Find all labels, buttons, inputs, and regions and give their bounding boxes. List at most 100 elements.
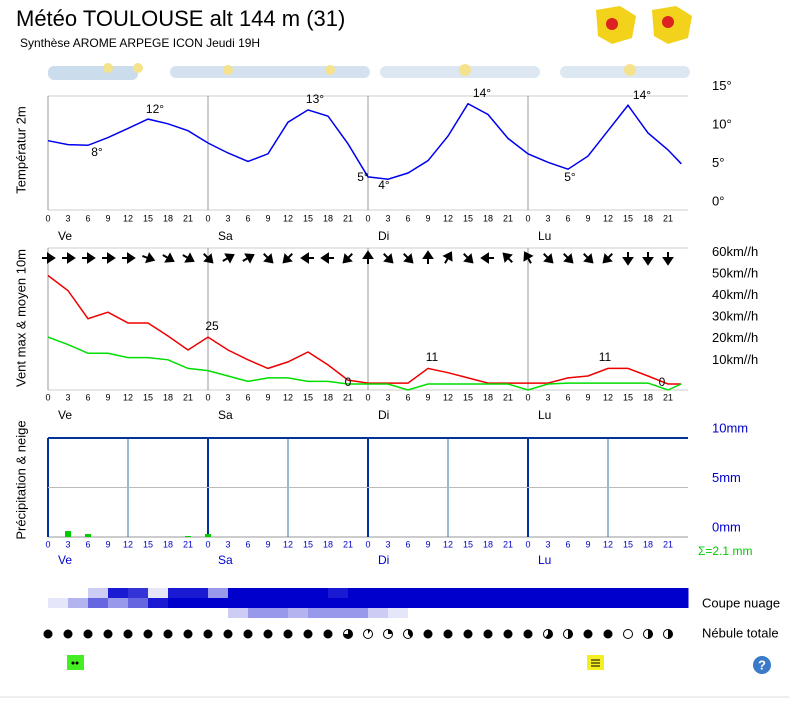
wind-arrow: [422, 250, 434, 264]
x-tick-label: 0: [365, 539, 370, 549]
page-title: Météo TOULOUSE alt 144 m (31): [16, 6, 345, 31]
x-tick-label: 3: [385, 392, 390, 402]
cloud-cell: [668, 608, 689, 618]
x-tick-label: 18: [643, 392, 653, 402]
x-tick-label: 18: [323, 539, 333, 549]
annotation: 5°: [564, 170, 576, 184]
x-tick-label: 12: [123, 392, 133, 402]
x-tick-label: 15: [303, 539, 313, 549]
x-tick-label: 12: [443, 213, 453, 223]
cloud-cell: [548, 598, 569, 608]
cloud-cell: [668, 588, 689, 598]
x-tick-label: 15: [623, 392, 633, 402]
wind-arrow: [622, 252, 634, 266]
map-2-spot: [662, 16, 674, 28]
x-tick-label: 12: [123, 213, 133, 223]
cloud-cell: [328, 598, 349, 608]
nebulosity-mark: [343, 629, 353, 639]
x-tick-label: 21: [183, 392, 193, 402]
wind-arrow: [543, 253, 554, 264]
cloud-cell: [308, 588, 329, 598]
nebulosity-mark: [263, 629, 273, 639]
cloud-cell: [268, 588, 289, 598]
cloud-cell: [188, 598, 209, 608]
x-tick-label: 3: [225, 392, 230, 402]
day-label: Lu: [538, 553, 551, 567]
x-tick-label: 3: [225, 539, 230, 549]
x-tick-label: 6: [565, 539, 570, 549]
nebulosity-mark: [503, 629, 513, 639]
x-tick-label: 12: [603, 392, 613, 402]
x-tick-label: 9: [585, 213, 590, 223]
green-button[interactable]: [67, 655, 84, 670]
nebulosity-mark: [303, 629, 313, 639]
help-button[interactable]: [753, 656, 771, 674]
cloud-cell: [408, 588, 429, 598]
map-icons[interactable]: [596, 6, 692, 44]
cloud-cell: [668, 598, 689, 608]
bottom-icons: ?: [67, 655, 771, 674]
y-axis-label: Températur 2m: [13, 106, 28, 193]
nebulosity-label: Nébule totale: [702, 625, 779, 640]
y-tick-label: 20km//h: [712, 330, 758, 345]
x-tick-label: 21: [343, 392, 353, 402]
cloud-cell: [568, 598, 589, 608]
cloud-cell: [468, 598, 489, 608]
x-tick-label: 0: [45, 392, 50, 402]
x-tick-label: 21: [663, 213, 673, 223]
cloud-cell: [468, 608, 489, 618]
nebulosity-mark: [63, 629, 73, 639]
y-tick-label: 30km//h: [712, 309, 758, 324]
x-tick-label: 15: [303, 213, 313, 223]
cloud-cell: [368, 588, 389, 598]
help-icon: ?: [758, 657, 766, 672]
cloud-cell: [248, 598, 269, 608]
nebulosity-mark: [143, 629, 153, 639]
y-tick-label: 15°: [712, 78, 732, 93]
cloud-cell: [448, 608, 469, 618]
cloud-cell: [68, 598, 89, 608]
cloud-cell: [588, 588, 609, 598]
cloud-cell: [488, 588, 509, 598]
cloud-cell: [388, 608, 409, 618]
nebulosity-mark: [283, 629, 293, 639]
annotation: 25: [205, 319, 219, 333]
x-tick-label: 18: [163, 539, 173, 549]
cloud-cell: [508, 588, 529, 598]
sun-icon: [459, 64, 471, 76]
nebulosity-mark: [243, 629, 253, 639]
y-tick-label: 10°: [712, 116, 732, 131]
y-tick-label: 10mm: [712, 420, 748, 435]
x-tick-label: 12: [603, 539, 613, 549]
x-tick-label: 6: [245, 213, 250, 223]
cloud-cell: [48, 588, 69, 598]
x-tick-label: 9: [105, 213, 110, 223]
nebulosity-mark: [423, 629, 433, 639]
x-tick-label: 6: [405, 539, 410, 549]
x-tick-label: 6: [405, 392, 410, 402]
cloud-cell: [548, 588, 569, 598]
annotation: 12°: [146, 102, 164, 116]
wind-arrow: [383, 253, 394, 264]
annotation: 5°: [357, 170, 369, 184]
x-tick-label: 0: [365, 213, 370, 223]
wind-arrow: [263, 253, 274, 264]
cloud-cell: [448, 598, 469, 608]
cloud-cell: [108, 598, 129, 608]
x-tick-label: 6: [245, 392, 250, 402]
nebulosity-mark: [183, 629, 193, 639]
x-tick-label: 12: [283, 213, 293, 223]
x-tick-label: 12: [123, 539, 133, 549]
wind-arrow: [203, 253, 214, 264]
cloud-cell: [168, 608, 189, 618]
x-tick-label: 0: [205, 392, 210, 402]
x-tick-label: 0: [525, 392, 530, 402]
x-tick-label: 21: [503, 392, 513, 402]
cloud-cell: [368, 598, 389, 608]
cloud-cell: [308, 608, 329, 618]
cloud-cell: [88, 588, 109, 598]
cloud-cell: [588, 598, 609, 608]
wind-arrow: [282, 253, 293, 264]
x-tick-label: 3: [225, 213, 230, 223]
